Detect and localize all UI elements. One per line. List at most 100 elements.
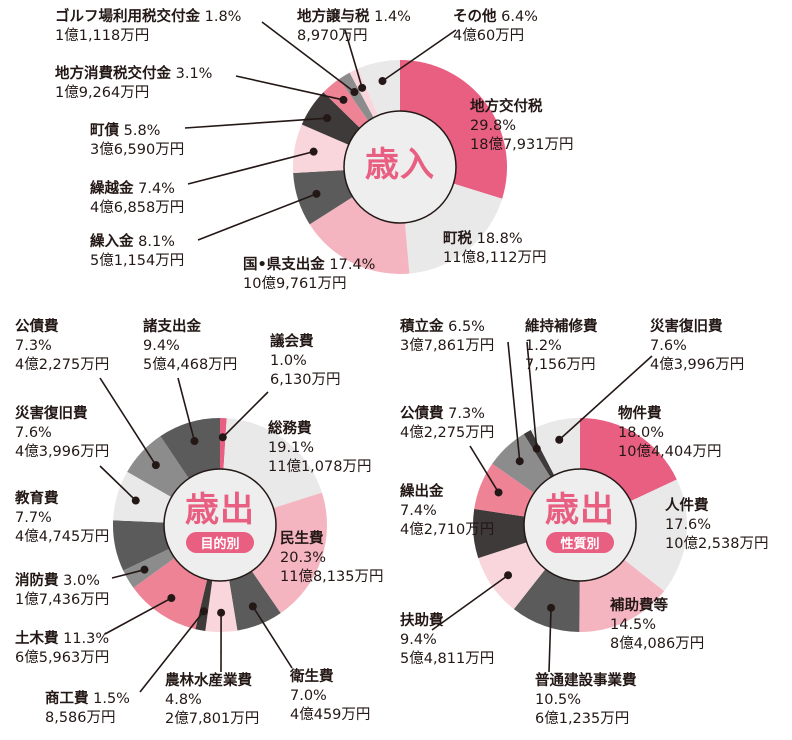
slice-name: 災害復旧費 <box>15 406 88 422</box>
slice-label: 積立金 6.5% 3億7,861万円 <box>400 318 494 356</box>
slice-label: 扶助費 9.4% 5億4,811万円 <box>400 612 494 669</box>
leader-dot <box>312 189 321 198</box>
leader-dot <box>190 437 199 446</box>
slice-percent: 11.3% <box>58 631 110 647</box>
slice-amount: 4億4,745万円 <box>15 529 110 545</box>
slice-name: 繰入金 <box>90 234 134 250</box>
slice-name: 町税 <box>443 231 472 247</box>
slice-amount: 11億8,135万円 <box>280 569 384 585</box>
leader-line <box>184 117 328 129</box>
purpose-badge: 目的別 <box>186 532 254 553</box>
slice-percent: 29.8% <box>470 118 517 134</box>
slice-name: 積立金 <box>400 319 444 335</box>
slice-label: 国•県支出金 17.4% 10億9,761万円 <box>243 256 375 294</box>
slice-amount: 11億8,112万円 <box>443 250 547 266</box>
slice-label: 災害復旧費 7.6% 4億3,996万円 <box>15 405 109 462</box>
slice-label: 物件費 18.0% 10億4,404万円 <box>618 405 721 462</box>
revenue-title: 歳入 <box>365 145 435 185</box>
slice-amount: 6億1,235万円 <box>535 711 630 727</box>
leader-dot <box>248 602 257 611</box>
slice-percent: 7.3% <box>443 406 485 422</box>
leader-line <box>469 445 500 493</box>
slice-amount: 1億9,264万円 <box>55 85 150 101</box>
leader-line <box>344 29 363 89</box>
slice-amount: 1億1,118万円 <box>55 28 150 44</box>
center-label-revenue: 歳入 <box>345 145 455 185</box>
slice-label: 商工費 1.5% 8,586万円 <box>45 690 130 728</box>
slice-name: 教育費 <box>15 491 59 507</box>
slice-percent: 7.7% <box>15 510 52 526</box>
slice-name: 国•県支出金 <box>243 257 325 273</box>
slice-amount: 4億3,996万円 <box>650 357 745 373</box>
slice-name: 災害復旧費 <box>650 319 723 335</box>
slice-percent: 7.6% <box>15 425 52 441</box>
slice-percent: 8.1% <box>133 234 175 250</box>
slice-label: 地方譲与税 1.4% 8,970万円 <box>297 8 411 46</box>
slice-percent: 7.3% <box>15 338 52 354</box>
slice-name: 商工費 <box>45 691 89 707</box>
slice-name: 地方消費税交付金 <box>55 66 171 82</box>
leader-dot <box>167 594 176 603</box>
slice-percent: 17.6% <box>665 517 712 533</box>
slice-percent: 1.4% <box>369 9 411 25</box>
slice-label: 人件費 17.6% 10億2,538万円 <box>665 497 768 554</box>
slice-amount: 18億7,931万円 <box>470 137 574 153</box>
slice-percent: 6.4% <box>496 9 538 25</box>
donut-center <box>343 110 457 224</box>
leader-dot <box>323 114 332 123</box>
slice-label: 地方交付税 29.8% 18億7,931万円 <box>470 98 573 155</box>
slice-amount: 5億4,811万円 <box>400 651 495 667</box>
slice-amount: 4億3,996万円 <box>15 444 110 460</box>
leader-dot <box>217 608 226 617</box>
slice-label: 公債費 7.3% 4億2,275万円 <box>400 405 494 443</box>
leader-line <box>104 597 172 635</box>
leader-line <box>139 610 205 693</box>
leader-dot <box>309 147 318 156</box>
leader-dot <box>494 488 503 497</box>
slice-label: 諸支出金 9.4% 5億4,468万円 <box>143 318 237 375</box>
slice-amount: 5億1,154万円 <box>90 253 185 269</box>
slice-label: ゴルフ場利用税交付金 1.8% 1億1,118万円 <box>55 8 241 46</box>
slice-amount: 4億6,858万円 <box>90 200 185 216</box>
leader-line <box>507 341 521 462</box>
leader-lines <box>99 21 653 693</box>
slice-label: 土木費 11.3% 6億5,963万円 <box>15 630 109 668</box>
slice-label: 補助費等 14.5% 8億4,086万円 <box>610 597 704 654</box>
leader-dot <box>504 571 513 580</box>
slice-percent: 18.8% <box>472 231 523 247</box>
slice-amount: 10億4,404万円 <box>618 444 722 460</box>
leader-dot <box>131 496 140 505</box>
slice-percent: 20.3% <box>280 550 327 566</box>
slice-percent: 7.4% <box>133 181 175 197</box>
slice-amount: 4億60万円 <box>453 28 525 44</box>
slice-name: 公債費 <box>400 406 444 422</box>
slice-label: 総務費 19.1% 11億1,078万円 <box>268 420 371 477</box>
slice-name: 消防費 <box>15 573 59 589</box>
leader-dot <box>140 565 149 574</box>
leader-dot <box>218 433 227 442</box>
leader-line <box>235 75 344 101</box>
slice-percent: 5.8% <box>119 123 161 139</box>
slice-percent: 9.4% <box>143 338 180 354</box>
slice-label: 農林水産業費 4.8% 2億7,801万円 <box>165 672 259 729</box>
leader-line <box>526 341 538 449</box>
slice-label: 維持補修費 1.2% 7,156万円 <box>525 318 598 375</box>
center-label-expenditure-purpose: 歳出 目的別 <box>165 490 275 553</box>
slice-amount: 8,970万円 <box>297 28 368 44</box>
slice-label: その他 6.4% 4億60万円 <box>453 8 538 46</box>
slice-amount: 11億1,078万円 <box>268 459 372 475</box>
slice-percent: 3.0% <box>58 573 100 589</box>
leader-line <box>382 29 457 82</box>
leader-dot <box>151 461 160 470</box>
donut-center <box>163 468 277 582</box>
leader-line <box>548 607 552 673</box>
slice-name: 地方交付税 <box>470 99 543 115</box>
leader-dot <box>199 607 208 616</box>
slice-name: 繰越金 <box>90 181 134 197</box>
slice-name: 地方譲与税 <box>297 9 370 25</box>
leader-line <box>261 21 355 93</box>
slice-name: 総務費 <box>268 421 312 437</box>
center-label-expenditure-nature: 歳出 性質別 <box>525 490 635 553</box>
leader-dot <box>339 95 348 104</box>
slice-amount: 4億459万円 <box>290 707 371 723</box>
